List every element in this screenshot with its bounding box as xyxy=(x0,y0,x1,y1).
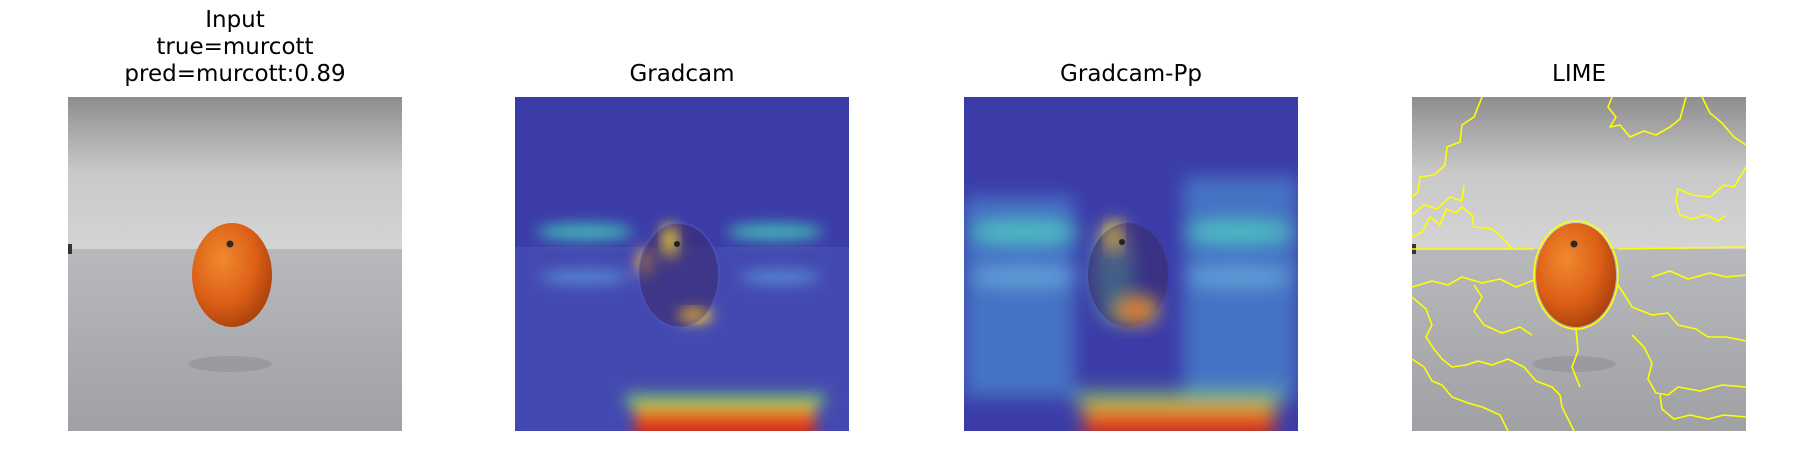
title-line-2: true=murcott xyxy=(156,34,314,60)
gradcam-pp-image xyxy=(964,97,1298,431)
panel-title-gradcam-pp: Gradcam-Pp xyxy=(1060,61,1202,87)
gradcam-image xyxy=(515,97,849,431)
panel-lime: LIME xyxy=(1412,0,1746,450)
panel-title-gradcam: Gradcam xyxy=(629,61,735,87)
panel-gradcam: Gradcam xyxy=(515,0,849,450)
lime-image xyxy=(1412,97,1746,431)
panel-gradcam-pp: Gradcam-Pp xyxy=(964,0,1298,450)
panel-title-lime: LIME xyxy=(1552,61,1606,87)
panel-input: Input true=murcott pred=murcott:0.89 xyxy=(68,0,402,450)
input-image xyxy=(68,97,402,431)
panel-title-input: Input true=murcott pred=murcott:0.89 xyxy=(68,7,402,88)
title-line-3: pred=murcott:0.89 xyxy=(124,61,346,87)
title-line-1: Input xyxy=(205,7,265,33)
